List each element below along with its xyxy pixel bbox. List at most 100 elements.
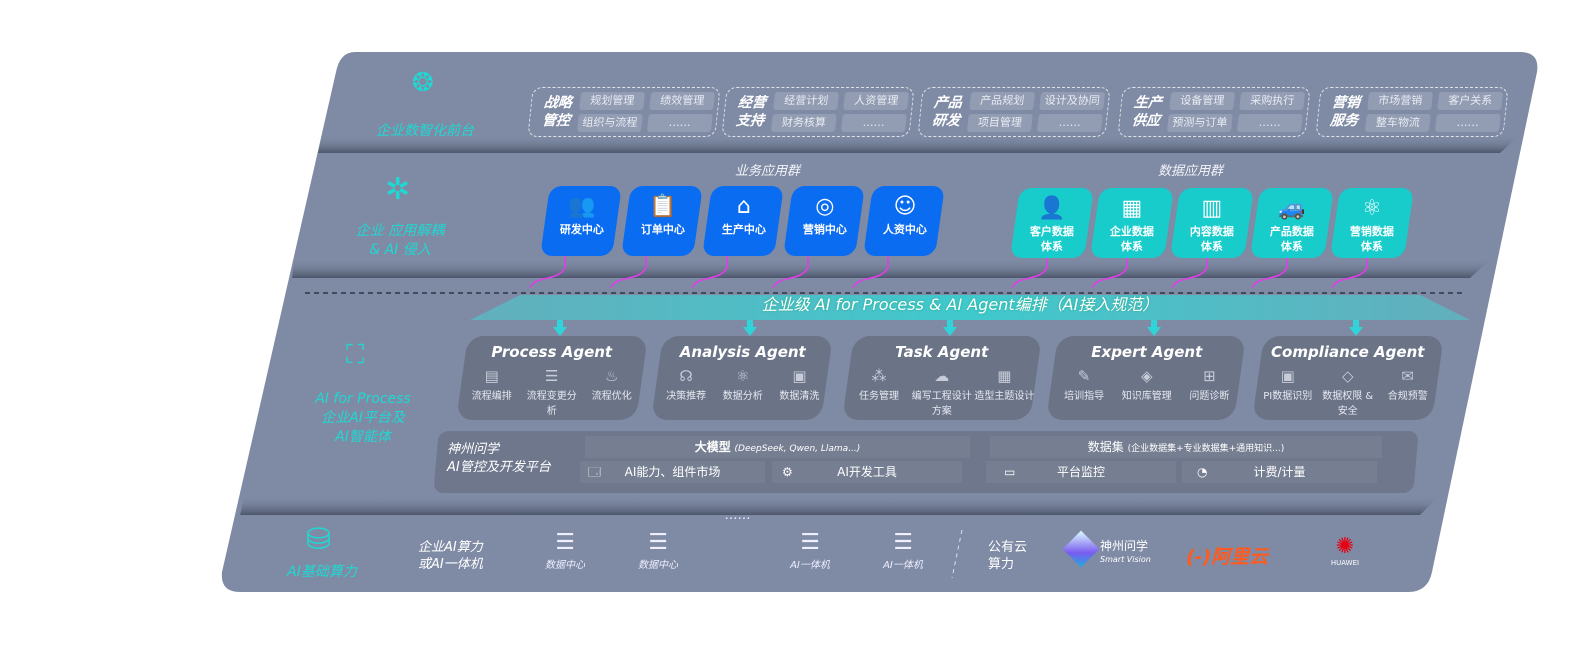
enterprise-compute: 企业AI算力 或AI一体机 bbox=[418, 539, 483, 573]
huawei-petals-icon: ✺ bbox=[1335, 534, 1355, 559]
capability-item[interactable]: ⁂ 任务管理 bbox=[848, 365, 910, 417]
capability-icon: ✉ bbox=[1401, 367, 1415, 385]
capability-chip[interactable]: 客户关系 bbox=[1437, 92, 1504, 110]
app-label-line1: 企业数据 bbox=[1109, 225, 1154, 238]
capability-chip[interactable]: …… bbox=[646, 114, 713, 132]
server-rack-icon: ☰ bbox=[800, 530, 820, 555]
smart-vision-en: Smart Vision bbox=[1100, 555, 1151, 564]
server-item[interactable]: ☰ 数据中心 bbox=[633, 530, 683, 571]
capability-chip[interactable]: 绩效管理 bbox=[649, 92, 716, 110]
card-content: 📋 订单中心 bbox=[627, 192, 699, 237]
layer4-label: AI基础算力 bbox=[287, 564, 357, 580]
monitor-label: 平台监控 bbox=[1056, 465, 1105, 479]
capability-chip[interactable]: 项目管理 bbox=[966, 114, 1033, 132]
capability-chip[interactable]: …… bbox=[1434, 114, 1501, 132]
huawei-text: HUAWEI bbox=[1330, 559, 1360, 567]
capability-group: 产品研发 产品规划 设计及协同 项目管理…… bbox=[917, 87, 1111, 137]
capability-item[interactable]: ◈ 知识库管理 bbox=[1116, 365, 1178, 402]
integration-arrow bbox=[1091, 250, 1128, 289]
target-icon: ◎ bbox=[815, 194, 835, 219]
capability-chip[interactable]: 市场营销 bbox=[1367, 92, 1434, 110]
capability-item[interactable]: ☰ 流程变更分析 bbox=[522, 365, 581, 417]
business-app-card[interactable]: 👥 研发中心 bbox=[540, 186, 622, 256]
integration-arrow bbox=[1171, 250, 1208, 289]
capability-item[interactable]: ✉ 合规预警 bbox=[1378, 365, 1437, 417]
card-content: ▦ 企业数据 体系 bbox=[1095, 194, 1169, 254]
server-item[interactable]: ☰ 数据中心 bbox=[540, 530, 590, 571]
data-app-card[interactable]: 👤 客户数据 体系 bbox=[1010, 188, 1094, 258]
books-icon: ▥ bbox=[1201, 196, 1223, 221]
group-title: 产品研发 bbox=[931, 95, 963, 129]
llm-label: 大模型 bbox=[694, 440, 731, 454]
server-item[interactable]: ☰ AI一体机 bbox=[878, 530, 928, 571]
capability-chip[interactable]: 设计及协同 bbox=[1039, 92, 1106, 110]
ai-market-bar[interactable]: 🗔 AI能力、组件市场 bbox=[580, 461, 765, 483]
capability-chip[interactable]: …… bbox=[840, 114, 907, 132]
capability-item[interactable]: ◇ 数据权限 & 安全 bbox=[1318, 365, 1377, 417]
capability-chip[interactable]: 组织与流程 bbox=[576, 114, 643, 132]
group-title: 经营支持 bbox=[735, 95, 767, 129]
smart-vision-cn: 神州问学 bbox=[1100, 539, 1149, 553]
capability-item[interactable]: ⚛ 数据分析 bbox=[715, 365, 771, 402]
capability-chip[interactable]: 产品规划 bbox=[969, 92, 1036, 110]
llm-bar[interactable]: 大模型 (DeepSeek, Qwen, Llama...) bbox=[585, 436, 970, 458]
capability-item[interactable]: ▣ 数据清洗 bbox=[771, 365, 827, 402]
business-app-card[interactable]: ◎ 营销中心 bbox=[783, 186, 865, 256]
capability-item[interactable]: ✎ 培训指导 bbox=[1053, 365, 1115, 402]
capability-chip[interactable]: 财务核算 bbox=[770, 114, 837, 132]
integration-arrow bbox=[691, 250, 728, 289]
business-app-card[interactable]: 📋 订单中心 bbox=[621, 186, 703, 256]
capability-chip[interactable]: 经营计划 bbox=[773, 92, 840, 110]
agent-card[interactable]: Process Agent ▤ 流程编排 ☰ 流程变更分析 ♨ 流程优化 bbox=[456, 336, 648, 420]
agent-content: Process Agent ▤ 流程编排 ☰ 流程变更分析 ♨ 流程优化 bbox=[462, 343, 642, 417]
capability-group: 生产供应 设备管理 采购执行 预测与订单…… bbox=[1117, 87, 1311, 137]
agent-card[interactable]: Analysis Agent ☊ 决策推荐 ⚛ 数据分析 ▣ 数据清洗 bbox=[651, 336, 833, 420]
agent-card[interactable]: Task Agent ⁂ 任务管理 ☁ 编写工程设计方案 ▦ 造型主题设计 bbox=[842, 336, 1042, 420]
card-content: ◎ 营销中心 bbox=[789, 192, 861, 237]
enterprise-compute-line2: 或AI一体机 bbox=[418, 557, 483, 572]
integration-arrow bbox=[1251, 250, 1288, 289]
capability-label: 知识库管理 bbox=[1121, 391, 1172, 402]
capability-chip[interactable]: 采购执行 bbox=[1239, 92, 1306, 110]
capability-item[interactable]: ⊞ 问题诊断 bbox=[1178, 365, 1240, 402]
capability-chip[interactable]: …… bbox=[1236, 114, 1303, 132]
layer2-label-line1: 企业 应用解耦 bbox=[355, 223, 445, 239]
capability-chip[interactable]: 规划管理 bbox=[579, 92, 646, 110]
agent-card[interactable]: Expert Agent ✎ 培训指导 ◈ 知识库管理 ⊞ 问题诊断 bbox=[1046, 336, 1246, 420]
capability-item[interactable]: ☁ 编写工程设计方案 bbox=[911, 365, 973, 417]
agent-content: Expert Agent ✎ 培训指导 ◈ 知识库管理 ⊞ 问题诊断 bbox=[1053, 343, 1241, 402]
clipboard-icon: 📋 bbox=[649, 194, 677, 219]
capability-item[interactable]: ♨ 流程优化 bbox=[582, 365, 641, 417]
data-app-card[interactable]: ▦ 企业数据 体系 bbox=[1090, 188, 1174, 258]
business-app-card[interactable]: ☺ 人资中心 bbox=[863, 186, 945, 256]
monitor-bar[interactable]: ▭ 平台监控 bbox=[986, 461, 1176, 483]
capability-chip[interactable]: …… bbox=[1036, 114, 1103, 132]
capability-item[interactable]: ▤ 流程编排 bbox=[462, 365, 521, 417]
agent-capabilities: ☊ 决策推荐 ⚛ 数据分析 ▣ 数据清洗 bbox=[658, 365, 828, 402]
capability-item[interactable]: ▦ 造型主题设计 bbox=[973, 365, 1035, 417]
dataset-bar[interactable]: 数据集 (企业数据集+专业数据集+通用知识...) bbox=[990, 436, 1382, 458]
business-apps-title: 业务应用群 bbox=[735, 164, 801, 179]
billing-bar[interactable]: ◔ 计费/计量 bbox=[1182, 461, 1377, 483]
capability-item[interactable]: ▣ PI数据识别 bbox=[1258, 365, 1317, 417]
dev-tools-bar[interactable]: ⚙ AI开发工具 bbox=[772, 461, 962, 483]
capability-chip[interactable]: 人资管理 bbox=[843, 92, 910, 110]
business-app-card[interactable]: ⌂ 生产中心 bbox=[702, 186, 784, 256]
server-item[interactable]: ☰ AI一体机 bbox=[785, 530, 835, 571]
capability-icon: ▤ bbox=[484, 367, 499, 385]
data-app-card[interactable]: ⚛ 营销数据 体系 bbox=[1330, 188, 1414, 258]
agent-name: Expert Agent bbox=[1091, 343, 1203, 361]
data-app-card[interactable]: 🚙 产品数据 体系 bbox=[1250, 188, 1334, 258]
person-icon: ☺ bbox=[893, 194, 917, 219]
data-app-card[interactable]: ▥ 内容数据 体系 bbox=[1170, 188, 1254, 258]
app-label-line2: 体系 bbox=[1040, 240, 1063, 253]
capability-chip[interactable]: 预测与订单 bbox=[1166, 114, 1233, 132]
card-content: ▥ 内容数据 体系 bbox=[1175, 194, 1249, 254]
capability-chip[interactable]: 设备管理 bbox=[1169, 92, 1236, 110]
down-arrow-icon bbox=[943, 320, 957, 336]
agent-card[interactable]: Compliance Agent ▣ PI数据识别 ◇ 数据权限 & 安全 ✉ 合规预警 bbox=[1252, 336, 1444, 420]
database-icon: ⛁ bbox=[306, 522, 332, 557]
capability-chip[interactable]: 整车物流 bbox=[1364, 114, 1431, 132]
card-content: ⚛ 营销数据 体系 bbox=[1335, 194, 1409, 254]
capability-item[interactable]: ☊ 决策推荐 bbox=[658, 365, 714, 402]
